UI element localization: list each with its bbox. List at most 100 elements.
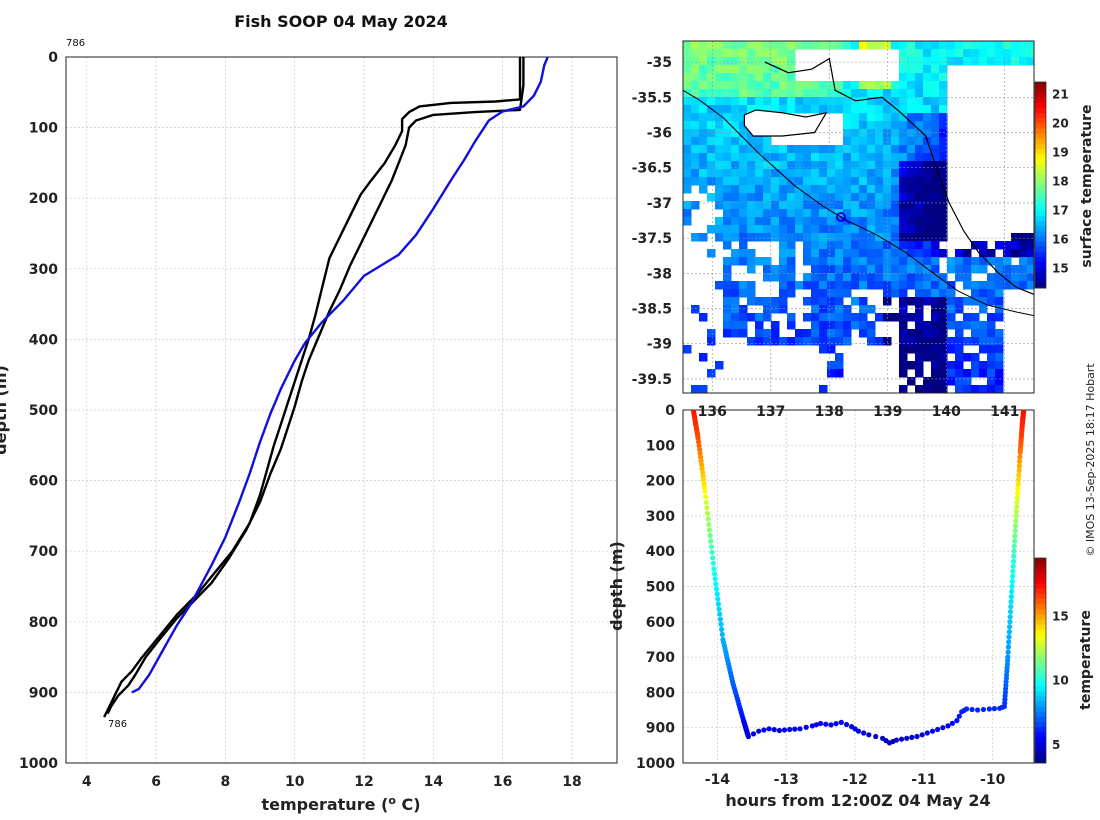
sst-cell <box>931 113 940 122</box>
sst-cell <box>875 225 884 234</box>
sst-cell <box>707 337 716 346</box>
map-colorbar-segment <box>1035 221 1046 227</box>
sst-cell <box>987 337 996 346</box>
sst-cell <box>755 65 764 74</box>
map-colorbar-segment <box>1035 246 1046 253</box>
sst-cell <box>915 337 924 346</box>
sst-cell <box>771 73 780 82</box>
sst-cell <box>779 73 788 82</box>
sst-cell <box>771 321 780 330</box>
sst-cell <box>811 313 820 322</box>
sst-cell <box>763 169 772 178</box>
sst-cell <box>915 233 924 242</box>
sst-cell <box>907 121 916 130</box>
sst-cell <box>987 385 996 393</box>
sst-cell <box>731 145 740 154</box>
sst-cell <box>819 321 828 330</box>
sst-cell <box>723 313 732 322</box>
sst-cell <box>803 201 812 210</box>
sst-cell <box>787 65 796 74</box>
sst-cell <box>875 249 884 258</box>
sst-cell <box>899 49 908 58</box>
sst-cell <box>915 193 924 202</box>
sst-cell <box>683 41 692 50</box>
sst-cell <box>971 329 980 338</box>
sst-cell <box>859 161 868 170</box>
sst-cell <box>899 73 908 82</box>
sst-cell <box>787 185 796 194</box>
sst-cell <box>683 121 692 130</box>
sst-cell <box>899 105 908 114</box>
map-colorbar-segment <box>1035 257 1046 263</box>
sst-cell <box>827 81 836 90</box>
sst-cell <box>891 81 900 90</box>
section-colorbar-tick-label: 5 <box>1052 738 1060 752</box>
sst-cell <box>779 297 788 306</box>
sst-cell <box>1027 249 1034 258</box>
sst-cell <box>939 209 948 218</box>
sst-cell <box>995 361 1004 370</box>
descent-data-point <box>706 521 712 528</box>
map-colorbar-segment <box>1035 128 1046 134</box>
sst-cell <box>835 257 844 266</box>
section-colorbar-segment <box>1035 583 1046 590</box>
profile-ticks: 4 6 8 10 12 14 16 18 0 100 200 300 400 500 600 700 800 90… <box>19 50 582 790</box>
sst-cell <box>899 345 908 354</box>
sst-cell <box>731 193 740 202</box>
sst-cell <box>691 57 700 66</box>
sst-cell <box>803 273 812 282</box>
sst-cell <box>987 41 996 50</box>
sst-cell <box>827 225 836 234</box>
sst-cell <box>995 369 1004 378</box>
sst-cell <box>947 313 956 322</box>
sst-cell <box>947 265 956 274</box>
sst-cell <box>851 81 860 90</box>
sst-cell <box>811 89 820 98</box>
sst-cell <box>891 249 900 258</box>
sst-cell <box>923 217 932 226</box>
sst-cell <box>811 169 820 178</box>
sst-cell <box>755 145 764 154</box>
bottom-data-point <box>980 706 987 713</box>
sst-cell <box>803 161 812 170</box>
sst-cell <box>787 313 796 322</box>
sst-cell <box>899 321 908 330</box>
sst-cell <box>771 193 780 202</box>
sst-cell <box>979 345 988 354</box>
sst-cell <box>915 265 924 274</box>
sst-cell <box>891 161 900 170</box>
sst-cell <box>739 65 748 74</box>
sst-cell <box>763 65 772 74</box>
sst-cell <box>707 145 716 154</box>
map-colorbar-segment <box>1035 282 1046 289</box>
ascent-data-point <box>1017 454 1023 460</box>
section-y-tick-label: 0 <box>665 403 675 419</box>
sst-cell <box>715 113 724 122</box>
sst-cell <box>1027 41 1034 50</box>
sst-cell <box>867 121 876 130</box>
sst-cell <box>747 337 756 346</box>
sst-cell <box>899 361 908 370</box>
profile-series-line <box>131 57 549 694</box>
bottom-data-point <box>954 718 960 724</box>
sst-cell <box>723 81 732 90</box>
map-y-tick-label: -38.5 <box>632 302 672 318</box>
map-y-tick-label: -39.5 <box>632 372 672 388</box>
sst-cell <box>683 345 692 354</box>
map-colorbar-frame <box>1034 81 1047 289</box>
sst-cell <box>899 81 908 90</box>
sst-cell <box>715 361 724 370</box>
bottom-data-point <box>956 713 962 719</box>
sst-cell <box>867 129 876 138</box>
section-colorbar-tick-label: 15 <box>1052 610 1069 624</box>
sst-cell <box>819 89 828 98</box>
shelf-contour <box>683 89 1034 317</box>
map-colorbar-segment <box>1035 195 1046 201</box>
sst-cell <box>731 233 740 242</box>
sst-cell <box>851 105 860 114</box>
sst-cell <box>747 289 756 298</box>
profile-x-tick-label: 6 <box>151 774 161 790</box>
sst-cell <box>739 129 748 138</box>
sst-cell <box>867 145 876 154</box>
sst-cell <box>795 193 804 202</box>
